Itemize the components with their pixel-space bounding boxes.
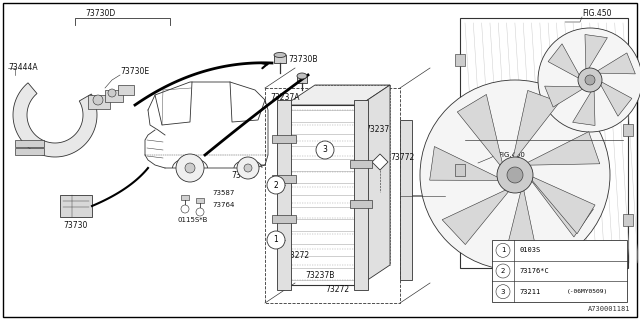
Text: 73210: 73210	[447, 190, 471, 199]
Circle shape	[108, 89, 116, 97]
Circle shape	[93, 95, 103, 105]
Polygon shape	[442, 187, 513, 244]
Ellipse shape	[274, 52, 286, 58]
Bar	[400, 120, 412, 280]
Polygon shape	[285, 105, 360, 285]
Bar	[350, 200, 372, 208]
Text: 73730E: 73730E	[120, 68, 149, 76]
Circle shape	[578, 68, 602, 92]
Bar	[460, 18, 628, 268]
Polygon shape	[545, 86, 586, 107]
Bar	[272, 215, 296, 223]
Polygon shape	[598, 80, 632, 116]
Bar	[88, 95, 110, 109]
Polygon shape	[594, 53, 636, 74]
Polygon shape	[285, 85, 390, 105]
Polygon shape	[573, 87, 595, 125]
Circle shape	[497, 157, 533, 193]
Text: 0115S*B: 0115S*B	[178, 217, 208, 223]
Text: 73772: 73772	[390, 153, 414, 162]
Polygon shape	[372, 154, 388, 170]
Polygon shape	[522, 132, 600, 165]
Text: 1: 1	[500, 247, 505, 253]
Bar	[265, 88, 400, 303]
Bar	[455, 54, 465, 66]
Text: 73411: 73411	[231, 171, 255, 180]
Bar	[274, 55, 286, 63]
Bar	[623, 214, 633, 226]
Polygon shape	[429, 147, 504, 180]
Text: A730001181: A730001181	[588, 306, 630, 312]
Text: 3: 3	[323, 146, 328, 155]
Circle shape	[267, 231, 285, 249]
Circle shape	[196, 208, 204, 216]
Bar	[181, 195, 189, 200]
Text: 73587: 73587	[212, 190, 234, 196]
Polygon shape	[527, 174, 595, 234]
Bar	[277, 100, 291, 290]
Bar	[15, 140, 44, 147]
Circle shape	[538, 28, 640, 132]
Bar	[623, 124, 633, 136]
Bar	[60, 195, 92, 217]
Bar	[492, 240, 627, 302]
Polygon shape	[527, 175, 593, 237]
Circle shape	[420, 80, 610, 270]
Circle shape	[585, 75, 595, 85]
Text: 2: 2	[501, 268, 505, 274]
Bar	[118, 85, 134, 95]
Text: (-06MY0509): (-06MY0509)	[567, 289, 608, 294]
Bar	[297, 76, 307, 83]
Bar	[272, 175, 296, 183]
Text: 73730B: 73730B	[288, 54, 317, 63]
Text: 73730: 73730	[64, 220, 88, 229]
Bar	[272, 135, 296, 143]
Circle shape	[507, 167, 523, 183]
Circle shape	[496, 243, 510, 257]
Text: FIG.450: FIG.450	[582, 10, 611, 19]
Text: 73764: 73764	[212, 202, 234, 208]
Polygon shape	[13, 83, 97, 157]
Text: 2: 2	[274, 180, 278, 189]
Polygon shape	[504, 184, 538, 260]
Text: 3: 3	[500, 289, 505, 295]
Bar	[15, 148, 44, 155]
Text: 73272: 73272	[325, 285, 349, 294]
Bar	[350, 160, 372, 168]
Circle shape	[185, 163, 195, 173]
Text: 73237A: 73237A	[270, 92, 300, 101]
Bar	[105, 90, 123, 102]
Text: 73237: 73237	[365, 125, 389, 134]
Circle shape	[244, 164, 252, 172]
Circle shape	[496, 285, 510, 299]
Text: 73211: 73211	[519, 289, 540, 295]
Bar	[196, 198, 204, 203]
Circle shape	[496, 264, 510, 278]
Circle shape	[267, 176, 285, 194]
Text: 73237B: 73237B	[305, 270, 334, 279]
Circle shape	[237, 157, 259, 179]
Polygon shape	[360, 85, 390, 285]
Text: 73272: 73272	[285, 251, 309, 260]
Bar	[455, 164, 465, 176]
Polygon shape	[512, 91, 559, 164]
Text: FIG.450: FIG.450	[498, 152, 525, 158]
Polygon shape	[585, 35, 607, 73]
Bar	[354, 100, 368, 290]
Circle shape	[316, 141, 334, 159]
Ellipse shape	[297, 73, 307, 79]
Polygon shape	[548, 44, 582, 80]
Circle shape	[181, 205, 189, 213]
Text: 1: 1	[274, 236, 278, 244]
Polygon shape	[458, 94, 504, 170]
Text: 73444A: 73444A	[8, 63, 38, 73]
Text: 0103S: 0103S	[519, 247, 540, 253]
Text: 73730D: 73730D	[85, 10, 115, 19]
Text: 73176*C: 73176*C	[519, 268, 548, 274]
Circle shape	[176, 154, 204, 182]
